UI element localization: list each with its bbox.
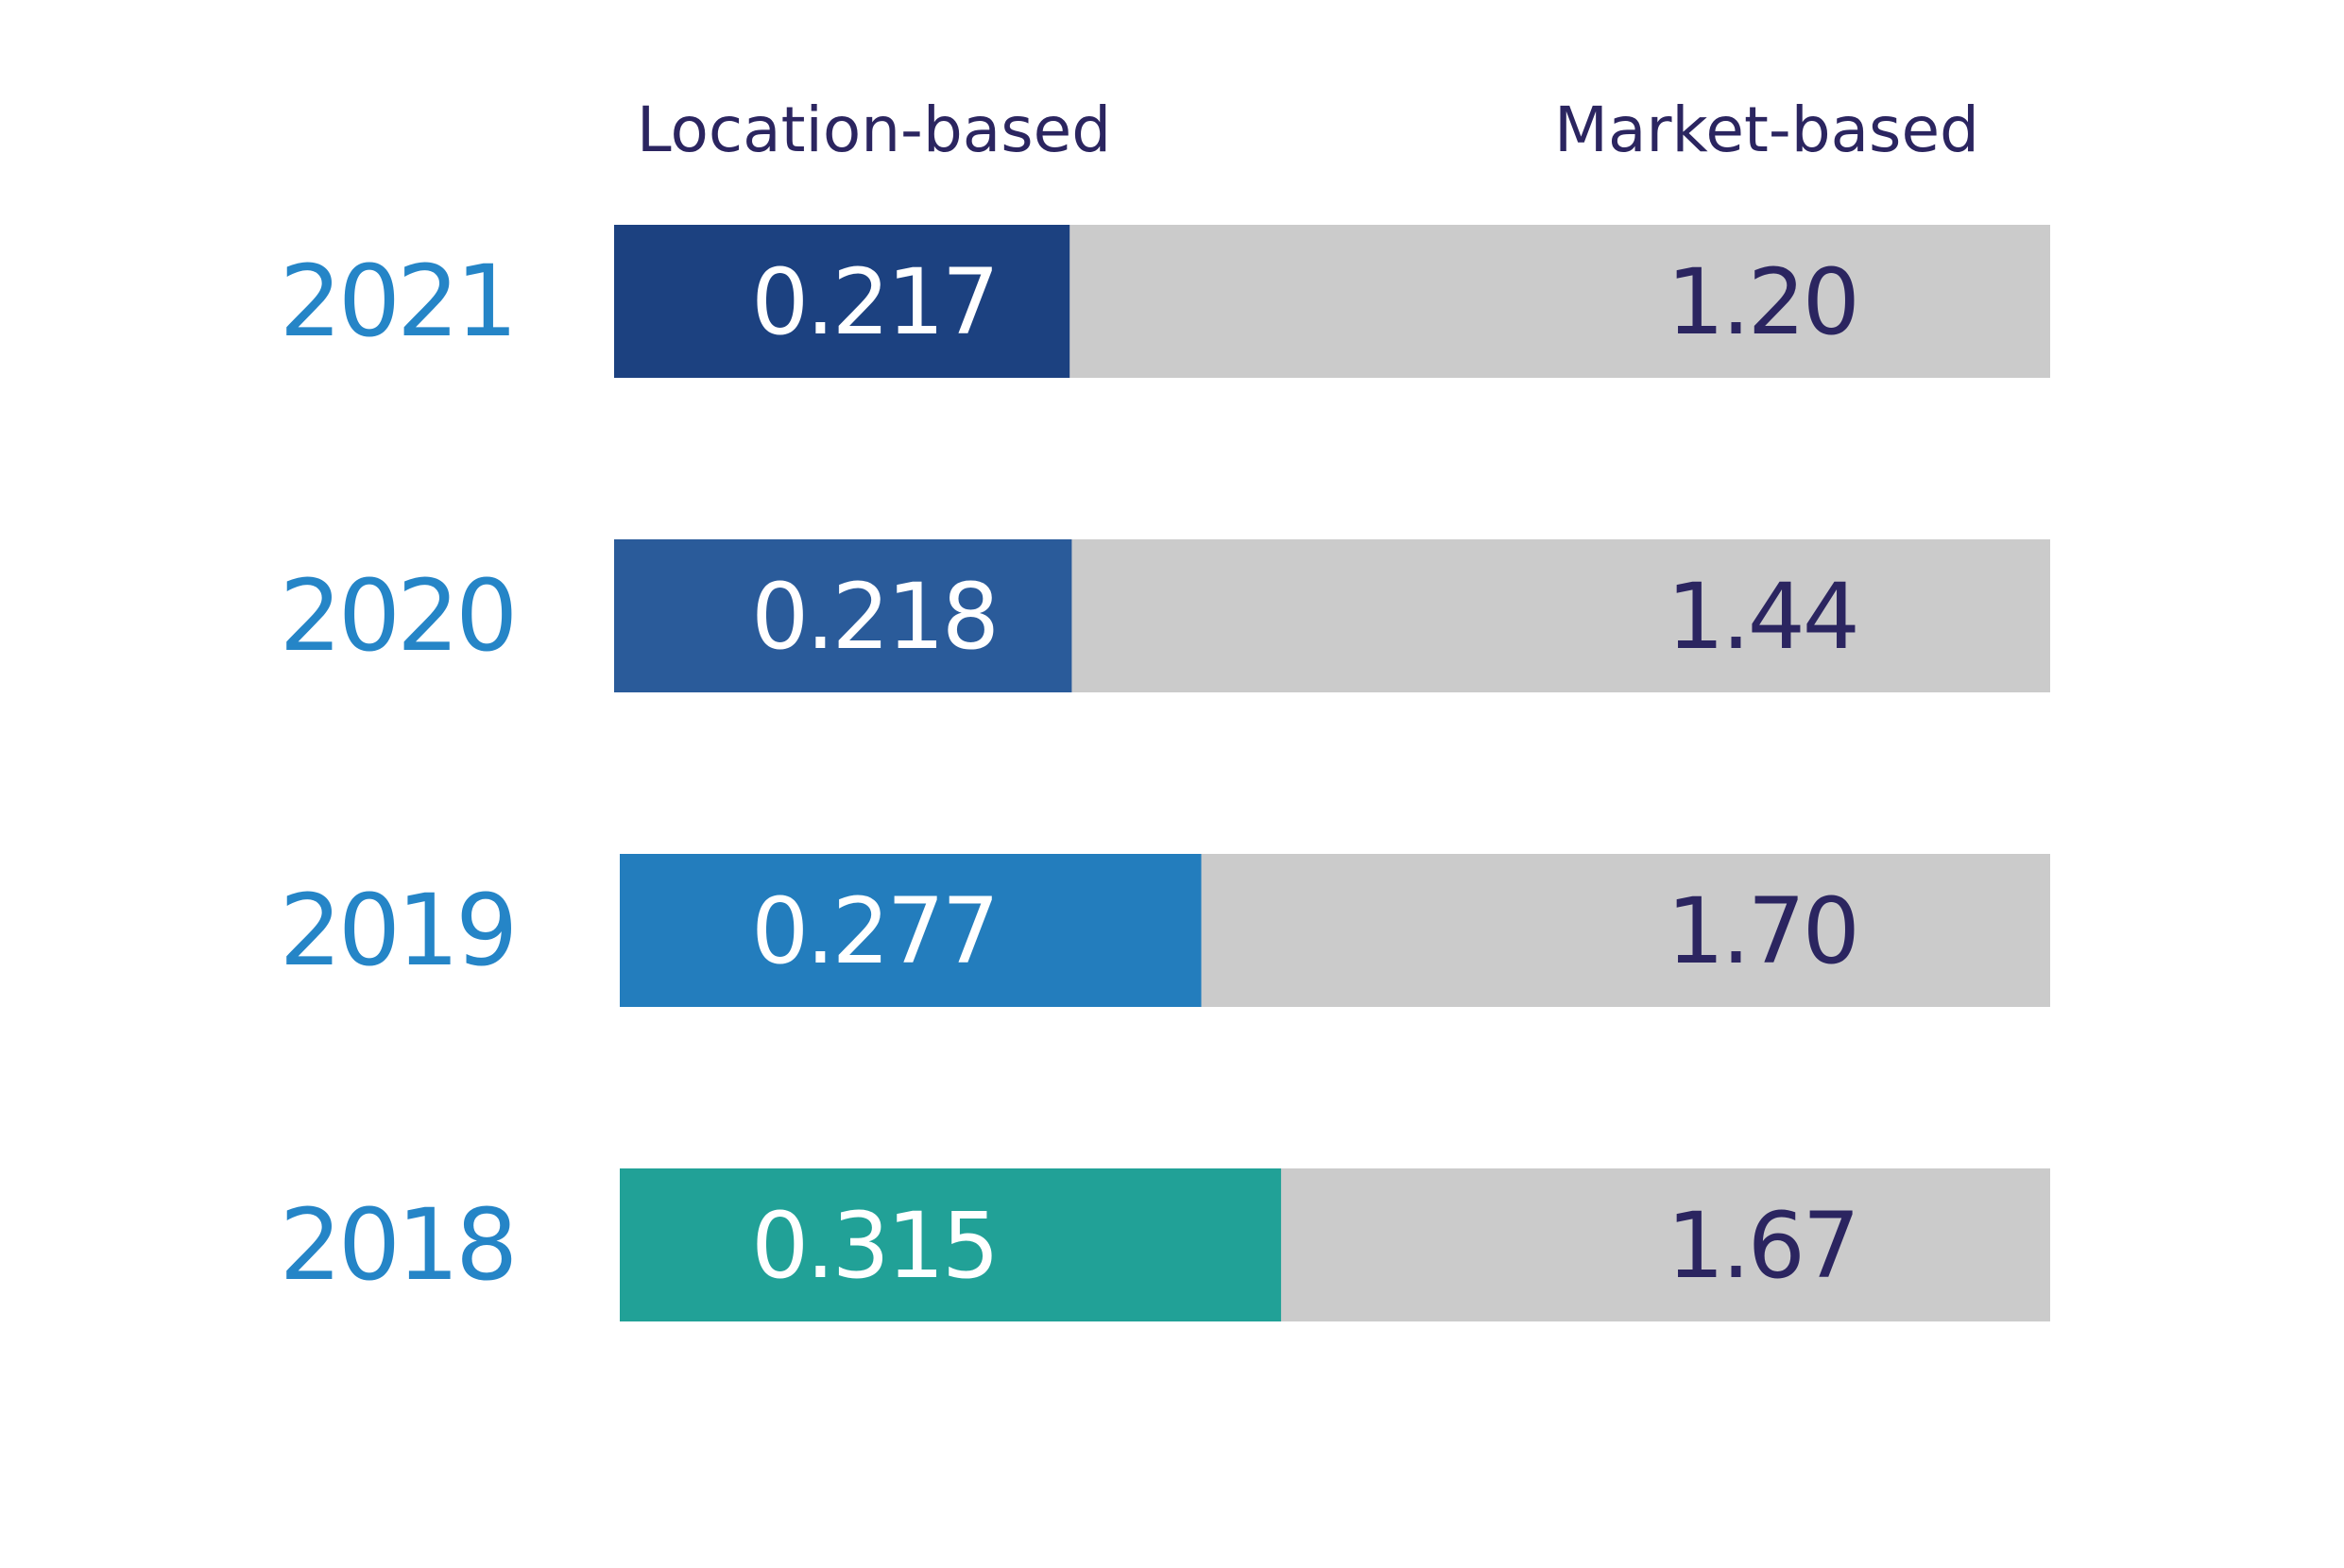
year-label-2021: 2021 (280, 244, 515, 359)
year-label-2018: 2018 (280, 1187, 515, 1303)
header-market-based: Market-based (1554, 94, 1979, 166)
location-based-value-2020: 0.218 (751, 564, 997, 670)
row-2018: 2018 0.315 1.67 (280, 1168, 2050, 1321)
year-label-2020: 2020 (280, 558, 515, 673)
market-based-value-2018: 1.67 (1667, 1193, 1857, 1299)
row-2021: 2021 0.217 1.20 (280, 225, 2050, 378)
row-2019: 2019 0.277 1.70 (280, 854, 2050, 1007)
location-based-bar-2019 (620, 854, 1202, 1007)
market-based-value-2021: 1.20 (1667, 249, 1857, 355)
header-location-based: Location-based (637, 94, 1111, 166)
row-2020: 2020 0.218 1.44 (280, 539, 2050, 692)
location-based-bar-2018 (620, 1168, 1281, 1321)
location-based-bar-2020 (614, 539, 1072, 692)
market-based-value-2019: 1.70 (1667, 878, 1857, 984)
location-based-value-2021: 0.217 (751, 249, 997, 355)
market-based-value-2020: 1.44 (1667, 564, 1857, 670)
location-based-bar-2021 (614, 225, 1070, 378)
location-based-value-2018: 0.315 (751, 1193, 997, 1299)
year-label-2019: 2019 (280, 873, 515, 988)
location-based-value-2019: 0.277 (751, 878, 997, 984)
